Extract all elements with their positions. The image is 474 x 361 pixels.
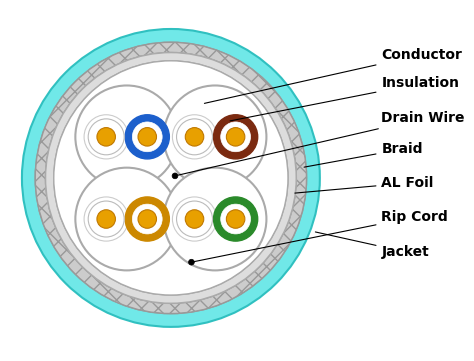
Circle shape <box>221 204 250 234</box>
Circle shape <box>75 168 178 270</box>
Circle shape <box>173 197 217 241</box>
Circle shape <box>185 127 204 146</box>
Text: Braid: Braid <box>304 142 423 167</box>
Circle shape <box>173 115 217 159</box>
Circle shape <box>227 127 245 146</box>
Circle shape <box>213 115 258 159</box>
Text: Conductor: Conductor <box>204 48 462 103</box>
Circle shape <box>125 197 169 241</box>
Circle shape <box>176 119 212 155</box>
Text: Rip Cord: Rip Cord <box>194 210 448 262</box>
Circle shape <box>172 173 178 179</box>
Circle shape <box>185 210 204 228</box>
Text: Insulation: Insulation <box>230 77 459 121</box>
Circle shape <box>97 210 115 228</box>
Circle shape <box>132 204 162 234</box>
Circle shape <box>189 259 194 265</box>
Circle shape <box>35 42 307 314</box>
Circle shape <box>138 127 156 146</box>
Circle shape <box>46 53 296 303</box>
Circle shape <box>54 61 288 295</box>
Circle shape <box>125 115 169 159</box>
Circle shape <box>75 86 178 188</box>
Circle shape <box>132 122 162 152</box>
Circle shape <box>22 29 320 327</box>
Circle shape <box>227 210 245 228</box>
Circle shape <box>88 201 124 237</box>
Circle shape <box>164 168 266 270</box>
Circle shape <box>97 127 115 146</box>
Circle shape <box>176 201 212 237</box>
Circle shape <box>213 197 258 241</box>
Text: Drain Wire: Drain Wire <box>178 111 465 175</box>
Circle shape <box>88 119 124 155</box>
Circle shape <box>221 122 250 152</box>
Circle shape <box>138 210 156 228</box>
Circle shape <box>164 86 266 188</box>
Text: Jacket: Jacket <box>315 232 429 259</box>
Circle shape <box>84 197 128 241</box>
Text: AL Foil: AL Foil <box>295 176 434 193</box>
Circle shape <box>84 115 128 159</box>
